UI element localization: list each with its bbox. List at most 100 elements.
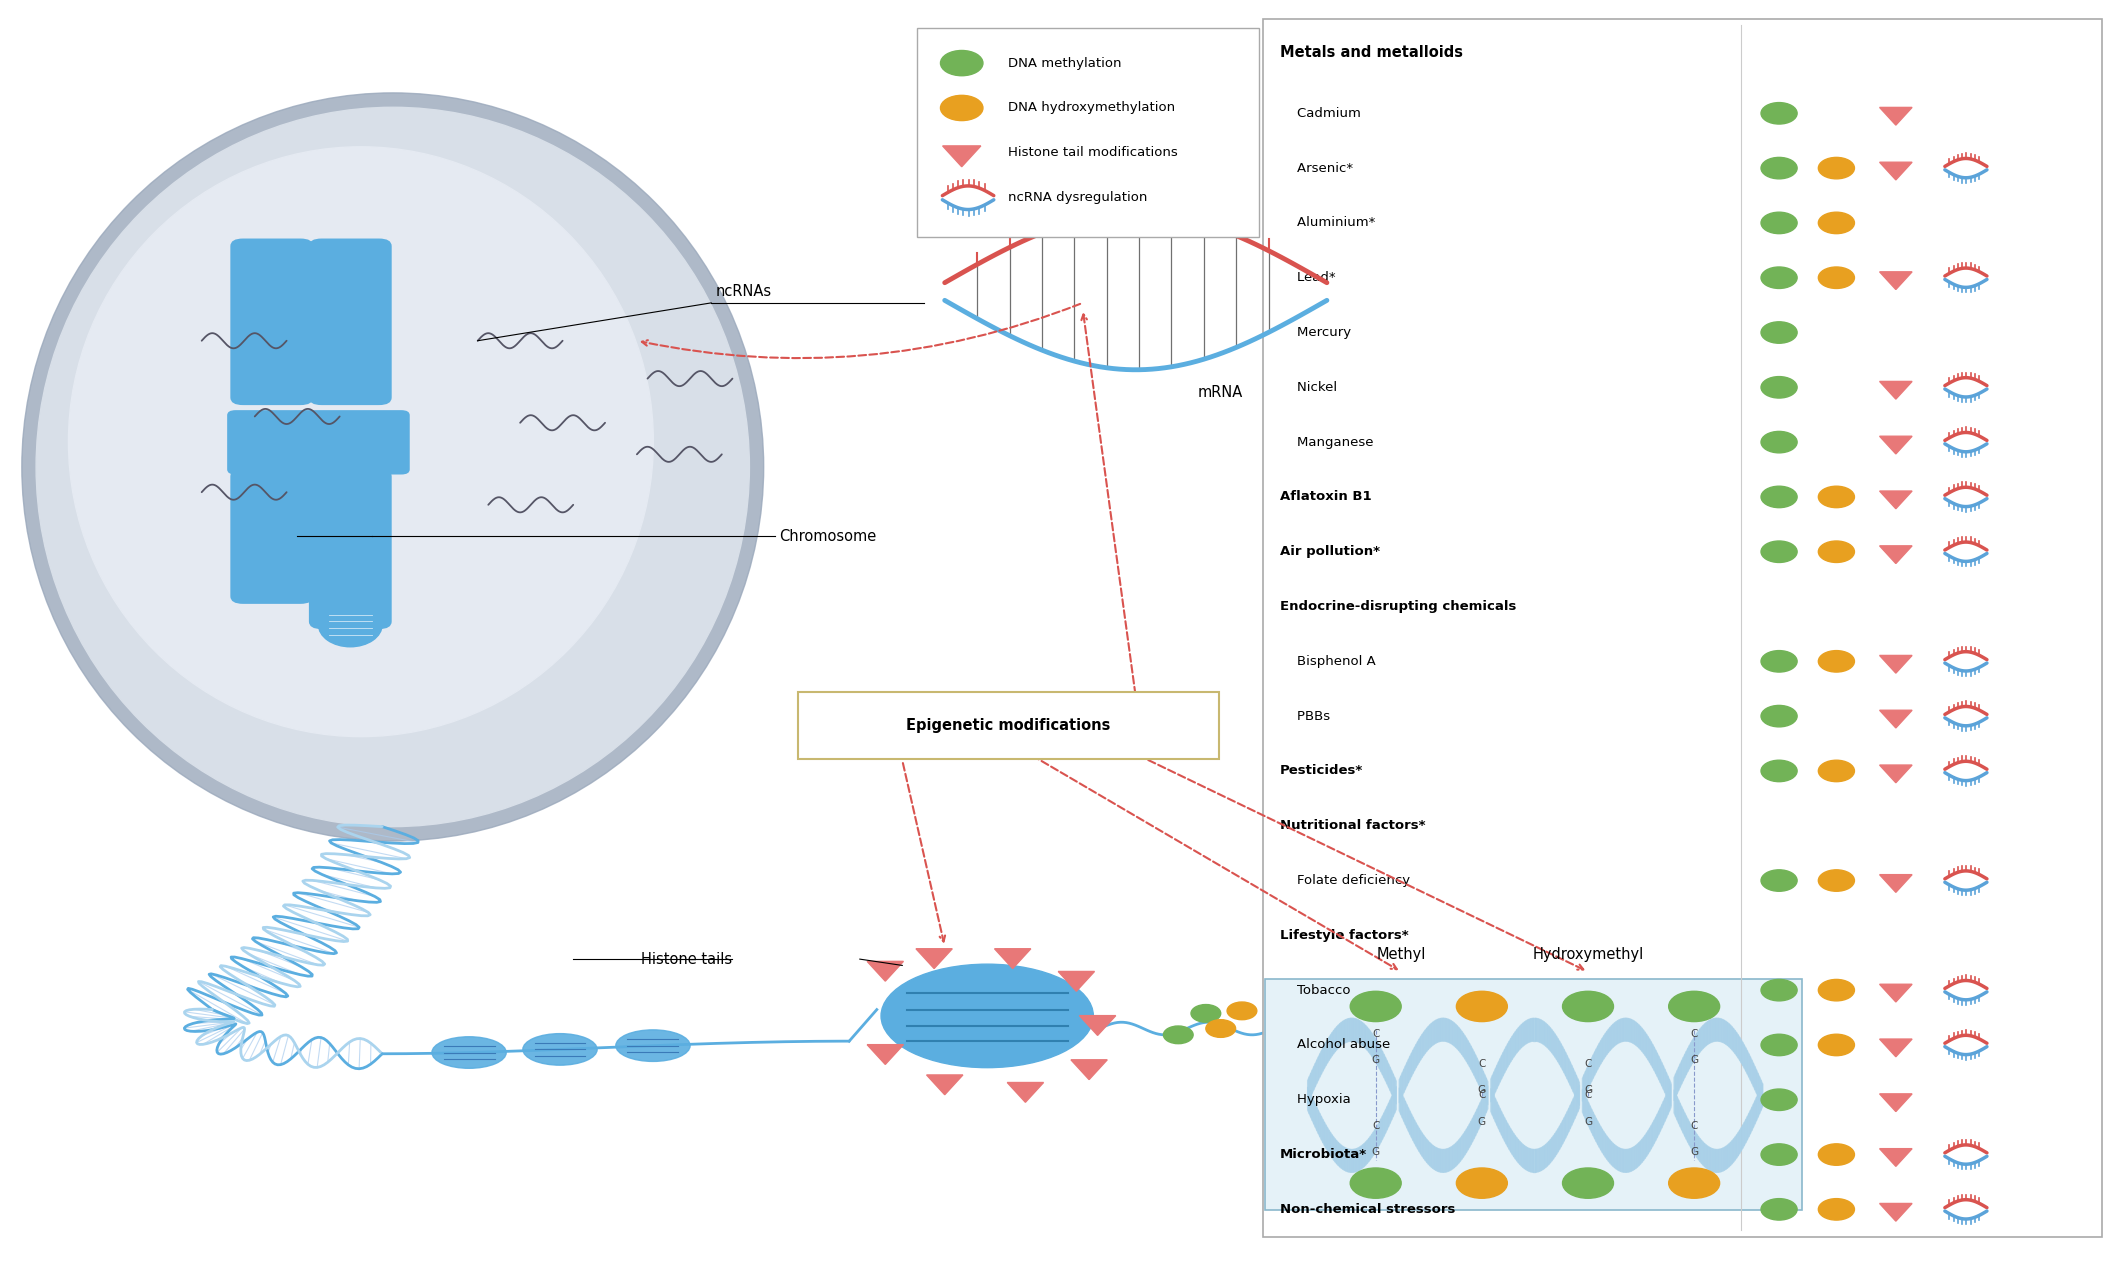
Polygon shape	[1879, 765, 1913, 782]
Polygon shape	[1879, 491, 1913, 509]
Text: ncRNA dysregulation: ncRNA dysregulation	[1008, 192, 1149, 204]
Circle shape	[1817, 760, 1856, 781]
Text: C: C	[1584, 1090, 1592, 1100]
Polygon shape	[1078, 1016, 1117, 1035]
Text: Histone tail modifications: Histone tail modifications	[1008, 146, 1178, 159]
Polygon shape	[1070, 1060, 1108, 1079]
Ellipse shape	[318, 602, 382, 646]
Ellipse shape	[68, 146, 654, 737]
Text: Lifestyle factors*: Lifestyle factors*	[1280, 929, 1410, 941]
Polygon shape	[1879, 1204, 1913, 1222]
Text: Manganese: Manganese	[1280, 435, 1374, 448]
Circle shape	[1762, 870, 1796, 891]
Circle shape	[1762, 1143, 1796, 1165]
Circle shape	[1762, 979, 1796, 1001]
Circle shape	[940, 96, 983, 121]
Polygon shape	[943, 146, 981, 167]
Circle shape	[1817, 158, 1856, 179]
Circle shape	[1762, 376, 1796, 398]
Circle shape	[1817, 486, 1856, 507]
Circle shape	[940, 50, 983, 76]
Circle shape	[1762, 102, 1796, 124]
Text: Nickel: Nickel	[1280, 381, 1337, 394]
FancyBboxPatch shape	[917, 28, 1259, 237]
Text: Nutritional factors*: Nutritional factors*	[1280, 819, 1427, 832]
Polygon shape	[866, 962, 904, 981]
Text: Pesticides*: Pesticides*	[1280, 765, 1363, 777]
Text: Histone tails: Histone tails	[641, 952, 732, 967]
FancyBboxPatch shape	[1265, 979, 1802, 1210]
Circle shape	[1563, 992, 1613, 1022]
Circle shape	[1762, 1199, 1796, 1220]
Ellipse shape	[522, 1034, 597, 1065]
Circle shape	[1669, 1169, 1720, 1199]
Text: Chromosome: Chromosome	[779, 529, 877, 544]
Text: Cadmium: Cadmium	[1280, 107, 1361, 120]
Polygon shape	[1879, 711, 1913, 728]
Text: G: G	[1478, 1085, 1486, 1095]
Text: DNA methylation: DNA methylation	[1008, 57, 1121, 69]
Polygon shape	[1006, 1083, 1045, 1102]
Circle shape	[1163, 1026, 1193, 1044]
Circle shape	[1762, 268, 1796, 289]
Polygon shape	[1879, 875, 1913, 892]
Circle shape	[1762, 541, 1796, 563]
FancyBboxPatch shape	[1263, 19, 2102, 1237]
Text: Alcohol abuse: Alcohol abuse	[1280, 1039, 1391, 1051]
Text: Aluminium*: Aluminium*	[1280, 216, 1376, 230]
FancyBboxPatch shape	[229, 468, 314, 603]
Circle shape	[1350, 1169, 1401, 1199]
Text: Tobacco: Tobacco	[1280, 983, 1350, 997]
Polygon shape	[1057, 972, 1095, 991]
Circle shape	[1227, 1002, 1257, 1020]
FancyBboxPatch shape	[227, 410, 410, 475]
Circle shape	[1762, 432, 1796, 453]
Text: G: G	[1690, 1147, 1698, 1157]
Text: G: G	[1584, 1085, 1592, 1095]
Text: G: G	[1584, 1117, 1592, 1127]
Text: microRNA: microRNA	[1078, 193, 1151, 208]
Text: Microbiota*: Microbiota*	[1280, 1148, 1367, 1161]
Text: Aflatoxin B1: Aflatoxin B1	[1280, 491, 1371, 504]
Text: G: G	[1478, 1117, 1486, 1127]
Text: C: C	[1478, 1059, 1486, 1069]
Circle shape	[1817, 1199, 1856, 1220]
Polygon shape	[1879, 163, 1913, 180]
Circle shape	[1762, 322, 1796, 343]
Polygon shape	[994, 949, 1032, 968]
Text: mRNA: mRNA	[1197, 385, 1244, 400]
Text: G: G	[1371, 1147, 1380, 1157]
Text: PBBs: PBBs	[1280, 709, 1331, 723]
Text: Mercury: Mercury	[1280, 326, 1352, 339]
FancyBboxPatch shape	[310, 468, 391, 628]
Text: C: C	[1690, 1029, 1698, 1039]
Circle shape	[1762, 1089, 1796, 1111]
Polygon shape	[1879, 1039, 1913, 1056]
Text: Epigenetic modifications: Epigenetic modifications	[907, 718, 1110, 733]
Text: C: C	[1478, 1090, 1486, 1100]
Text: Folate deficiency: Folate deficiency	[1280, 875, 1410, 887]
Circle shape	[1762, 158, 1796, 179]
Text: Bisphenol A: Bisphenol A	[1280, 655, 1376, 668]
Circle shape	[1762, 212, 1796, 233]
Text: C: C	[1690, 1121, 1698, 1131]
Polygon shape	[1879, 1148, 1913, 1166]
Polygon shape	[915, 949, 953, 968]
Text: Air pollution*: Air pollution*	[1280, 545, 1380, 558]
FancyBboxPatch shape	[310, 239, 391, 405]
FancyBboxPatch shape	[798, 692, 1219, 758]
Circle shape	[1762, 1035, 1796, 1056]
Polygon shape	[1879, 437, 1913, 454]
Polygon shape	[866, 1045, 904, 1064]
Text: G: G	[1690, 1055, 1698, 1065]
Circle shape	[1191, 1005, 1221, 1022]
Circle shape	[1817, 979, 1856, 1001]
Polygon shape	[1879, 546, 1913, 564]
Text: Non-chemical stressors: Non-chemical stressors	[1280, 1203, 1456, 1215]
Text: Hydroxymethyl: Hydroxymethyl	[1533, 946, 1643, 962]
Circle shape	[1817, 1143, 1856, 1165]
Circle shape	[1817, 541, 1856, 563]
FancyBboxPatch shape	[229, 239, 314, 405]
Text: C: C	[1584, 1059, 1592, 1069]
Polygon shape	[1879, 984, 1913, 1002]
